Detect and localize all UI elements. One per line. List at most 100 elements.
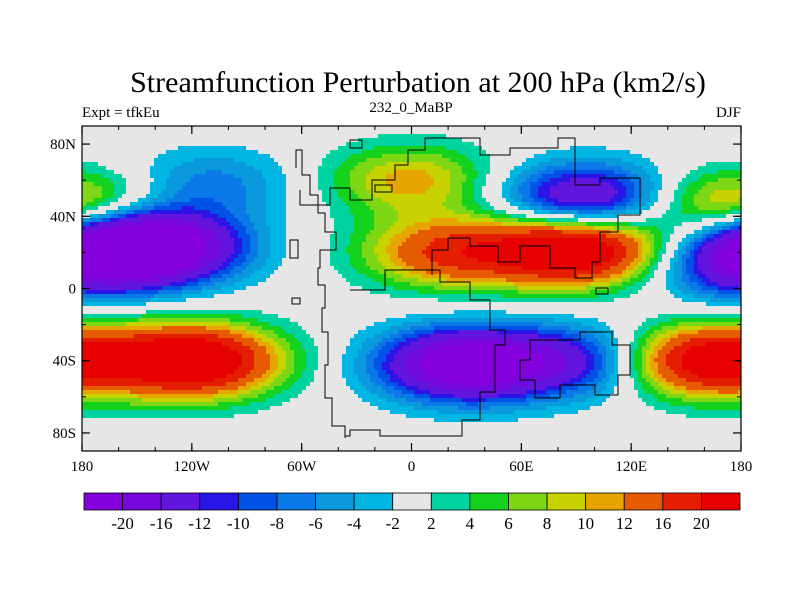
field-cell [310, 138, 315, 143]
field-cell [618, 162, 623, 167]
field-cell [506, 142, 511, 147]
field-cell [498, 234, 503, 239]
field-cell [686, 138, 691, 143]
field-cell [258, 138, 263, 143]
field-cell [126, 246, 131, 251]
field-cell [702, 162, 707, 167]
field-cell [206, 166, 211, 171]
field-cell [414, 190, 419, 195]
field-cell [250, 130, 255, 135]
field-cell [282, 210, 287, 215]
field-cell [558, 194, 563, 199]
field-cell [730, 190, 735, 195]
field-cell [690, 186, 695, 191]
field-cell [330, 166, 335, 171]
field-cell [346, 162, 351, 167]
field-cell [474, 202, 479, 207]
field-cell [706, 214, 711, 219]
field-cell [174, 190, 179, 195]
field-cell [538, 154, 543, 159]
field-cell [518, 166, 523, 171]
field-cell [326, 174, 331, 179]
field-cell [242, 194, 247, 199]
field-cell [642, 186, 647, 191]
field-cell [182, 238, 187, 243]
field-cell [86, 182, 91, 187]
field-cell [438, 162, 443, 167]
field-cell [526, 214, 531, 219]
field-cell [542, 126, 547, 131]
field-cell [582, 138, 587, 143]
field-cell [606, 174, 611, 179]
field-cell [242, 126, 247, 131]
field-cell [226, 150, 231, 155]
field-cell [286, 178, 291, 183]
field-cell [650, 214, 655, 219]
field-cell [178, 182, 183, 187]
field-cell [186, 222, 191, 227]
field-cell [294, 174, 299, 179]
field-cell [390, 162, 395, 167]
field-cell [106, 238, 111, 243]
field-cell [702, 174, 707, 179]
field-cell [334, 226, 339, 231]
field-cell [486, 210, 491, 215]
field-cell [446, 226, 451, 231]
field-cell [490, 170, 495, 175]
field-cell [578, 234, 583, 239]
field-cell [122, 234, 127, 239]
field-cell [206, 230, 211, 235]
field-cell [634, 218, 639, 223]
field-cell [154, 162, 159, 167]
field-cell [410, 226, 415, 231]
field-cell [394, 182, 399, 187]
field-cell [146, 182, 151, 187]
field-cell [686, 214, 691, 219]
field-cell [670, 134, 675, 139]
field-cell [526, 222, 531, 227]
field-cell [422, 166, 427, 171]
field-cell [714, 138, 719, 143]
field-cell [706, 190, 711, 195]
field-cell [362, 202, 367, 207]
field-cell [458, 178, 463, 183]
field-cell [722, 154, 727, 159]
field-cell [638, 162, 643, 167]
field-cell [706, 218, 711, 223]
field-cell [294, 214, 299, 219]
field-cell [86, 222, 91, 227]
field-cell [406, 206, 411, 211]
field-cell [442, 242, 447, 247]
field-cell [438, 198, 443, 203]
field-cell [150, 214, 155, 219]
field-cell [674, 142, 679, 147]
field-cell [94, 210, 99, 215]
field-cell [354, 238, 359, 243]
field-cell [102, 126, 107, 131]
field-cell [554, 202, 559, 207]
field-cell [606, 150, 611, 155]
field-cell [154, 218, 159, 223]
field-cell [722, 174, 727, 179]
field-cell [438, 178, 443, 183]
field-cell [302, 154, 307, 159]
field-cell [102, 138, 107, 143]
field-cell [166, 190, 171, 195]
field-cell [726, 170, 731, 175]
field-cell [258, 238, 263, 243]
field-cell [82, 234, 87, 239]
field-cell [90, 230, 95, 235]
field-cell [286, 214, 291, 219]
field-cell [218, 134, 223, 139]
field-cell [222, 202, 227, 207]
field-cell [110, 126, 115, 131]
field-cell [338, 230, 343, 235]
field-cell [406, 222, 411, 227]
field-cell [294, 206, 299, 211]
field-cell [270, 138, 275, 143]
field-cell [110, 230, 115, 235]
field-cell [318, 158, 323, 163]
field-cell [194, 162, 199, 167]
field-cell [302, 218, 307, 223]
field-cell [210, 170, 215, 175]
